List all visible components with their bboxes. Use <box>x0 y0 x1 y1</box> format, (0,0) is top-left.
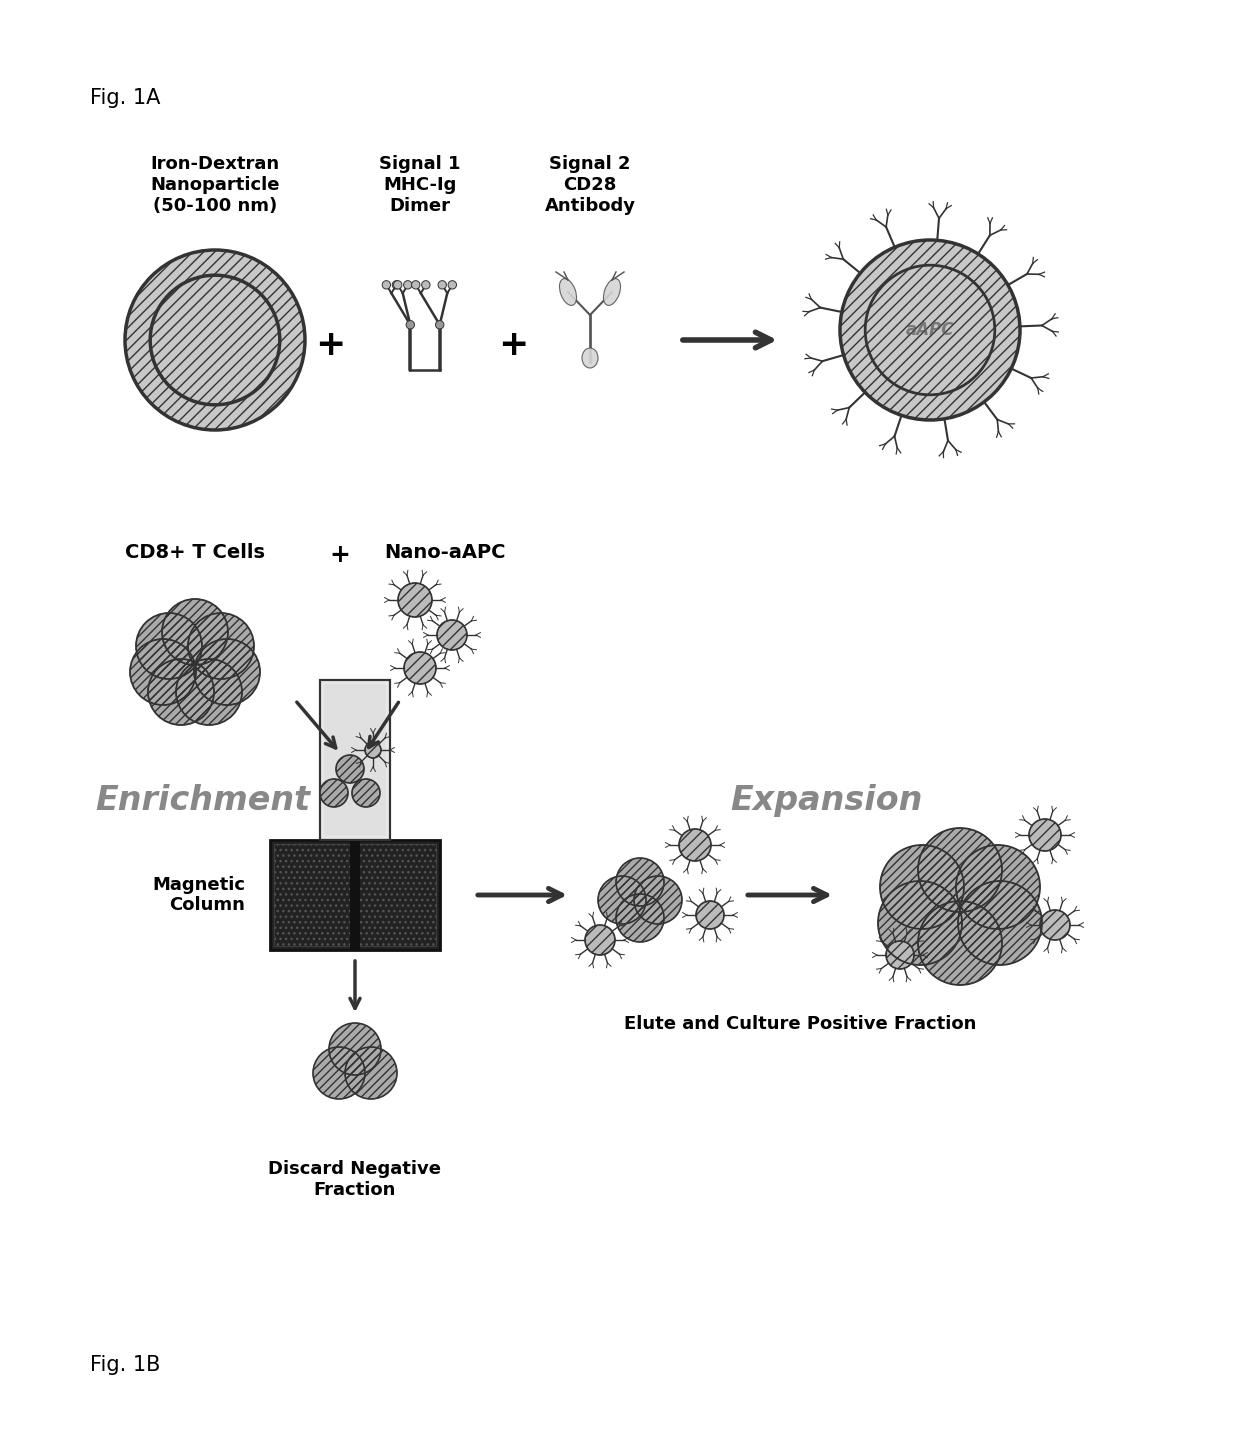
Circle shape <box>393 280 402 289</box>
Circle shape <box>336 755 365 783</box>
Circle shape <box>918 902 1002 985</box>
Bar <box>270 840 440 950</box>
Circle shape <box>398 583 432 617</box>
Circle shape <box>125 250 305 430</box>
Ellipse shape <box>559 279 577 306</box>
Circle shape <box>148 659 215 725</box>
Circle shape <box>680 829 711 862</box>
Circle shape <box>392 280 401 289</box>
Circle shape <box>136 613 202 679</box>
Circle shape <box>959 882 1042 965</box>
Text: Expansion: Expansion <box>730 783 923 816</box>
Text: Fig. 1A: Fig. 1A <box>91 89 160 109</box>
Text: Discard Negative
Fraction: Discard Negative Fraction <box>269 1160 441 1199</box>
Circle shape <box>839 240 1021 420</box>
Circle shape <box>352 779 379 807</box>
Circle shape <box>956 845 1040 929</box>
Bar <box>350 840 360 950</box>
Circle shape <box>329 1023 381 1075</box>
Circle shape <box>585 925 615 955</box>
Circle shape <box>312 1047 365 1099</box>
Text: CD8+ T Cells: CD8+ T Cells <box>125 543 265 562</box>
Circle shape <box>188 613 254 679</box>
Text: Fig. 1B: Fig. 1B <box>91 1355 160 1375</box>
Circle shape <box>404 652 436 684</box>
Text: Enrichment: Enrichment <box>95 783 310 816</box>
Circle shape <box>407 320 414 329</box>
Circle shape <box>1029 819 1061 852</box>
Circle shape <box>448 280 456 289</box>
Circle shape <box>616 895 663 942</box>
Circle shape <box>435 320 444 329</box>
Text: +: + <box>497 329 528 362</box>
Bar <box>320 680 391 840</box>
Circle shape <box>345 1047 397 1099</box>
Circle shape <box>880 845 963 929</box>
Circle shape <box>438 280 446 289</box>
Bar <box>274 845 436 946</box>
Circle shape <box>130 639 196 704</box>
Text: Magnetic
Column: Magnetic Column <box>153 876 246 915</box>
Circle shape <box>616 857 663 906</box>
Circle shape <box>598 876 646 925</box>
Bar <box>324 684 386 836</box>
Circle shape <box>412 280 420 289</box>
Text: +: + <box>315 329 345 362</box>
Circle shape <box>436 620 467 650</box>
Circle shape <box>403 280 412 289</box>
Ellipse shape <box>582 349 598 369</box>
Circle shape <box>176 659 242 725</box>
Circle shape <box>634 876 682 925</box>
Bar <box>320 680 391 840</box>
Text: Elute and Culture Positive Fraction: Elute and Culture Positive Fraction <box>624 1015 976 1033</box>
Ellipse shape <box>604 279 620 306</box>
Circle shape <box>422 280 430 289</box>
Text: Signal 1
MHC-Ig
Dimer: Signal 1 MHC-Ig Dimer <box>379 154 461 214</box>
Circle shape <box>162 599 228 664</box>
Text: Signal 2
CD28
Antibody: Signal 2 CD28 Antibody <box>544 154 635 214</box>
Circle shape <box>193 639 260 704</box>
Text: aAPC: aAPC <box>905 322 955 339</box>
Circle shape <box>696 902 724 929</box>
Text: Iron-Dextran
Nanoparticle
(50-100 nm): Iron-Dextran Nanoparticle (50-100 nm) <box>150 154 280 214</box>
Circle shape <box>1040 910 1070 940</box>
Circle shape <box>382 280 391 289</box>
Circle shape <box>887 942 914 969</box>
Text: +: + <box>330 543 351 567</box>
Circle shape <box>878 882 962 965</box>
Circle shape <box>320 779 348 807</box>
Text: Nano-aAPC: Nano-aAPC <box>384 543 506 562</box>
Circle shape <box>918 827 1002 912</box>
Circle shape <box>365 742 381 757</box>
